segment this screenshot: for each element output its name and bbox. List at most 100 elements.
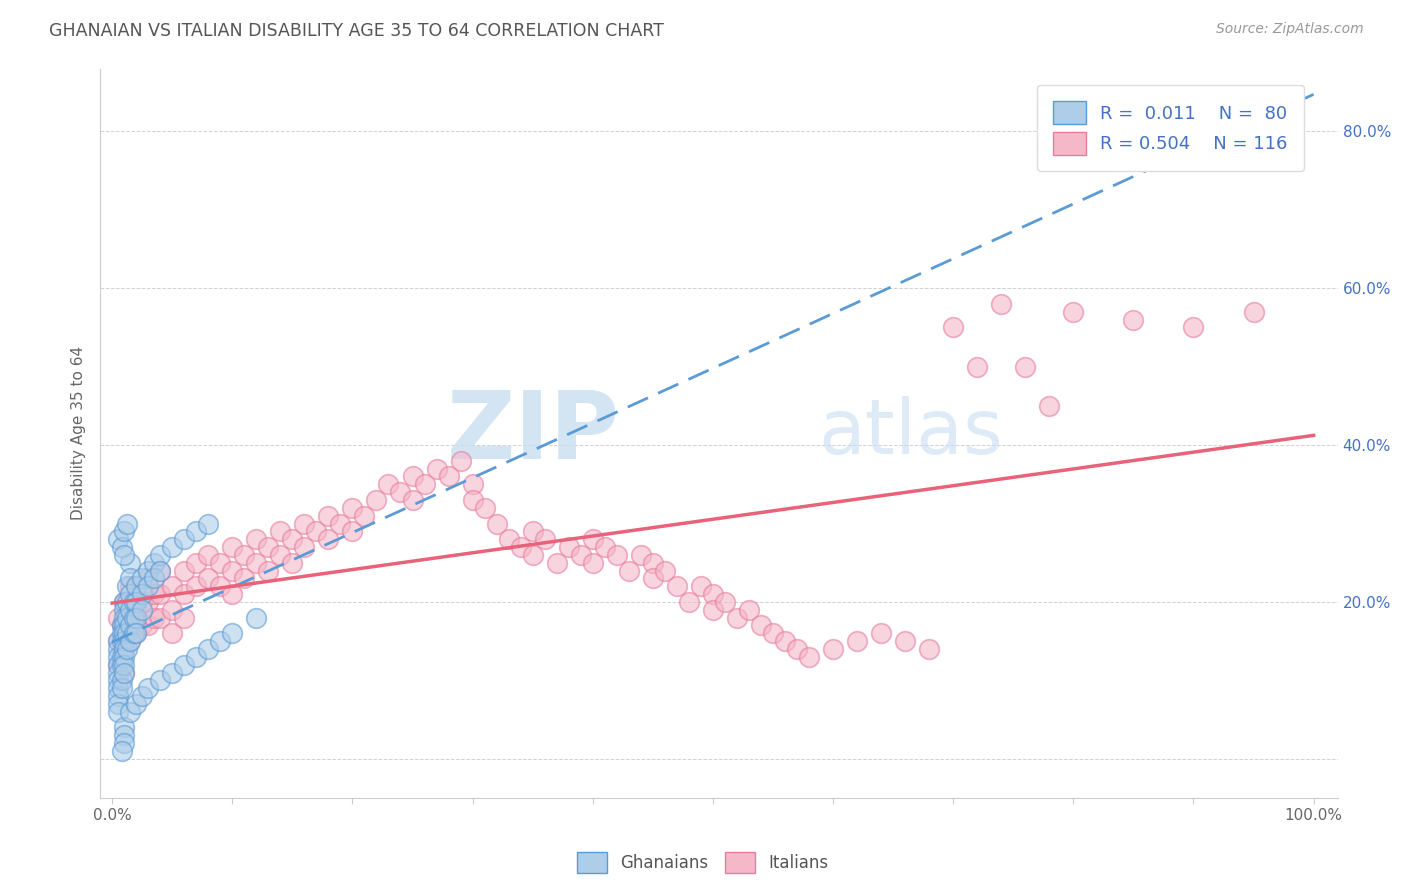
Point bbox=[318, 532, 340, 546]
Point bbox=[186, 649, 208, 664]
Point bbox=[136, 681, 159, 696]
Point bbox=[160, 665, 183, 680]
Point bbox=[281, 556, 304, 570]
Point bbox=[111, 634, 134, 648]
Point bbox=[702, 603, 724, 617]
Point bbox=[1122, 312, 1144, 326]
Point bbox=[143, 556, 166, 570]
Point bbox=[120, 610, 142, 624]
Point bbox=[143, 571, 166, 585]
Point bbox=[107, 657, 129, 672]
Point bbox=[918, 642, 941, 657]
Point bbox=[377, 477, 399, 491]
Point bbox=[120, 571, 142, 585]
Point bbox=[245, 556, 267, 570]
Point bbox=[125, 579, 148, 593]
Point bbox=[292, 540, 315, 554]
Legend: Ghanaians, Italians: Ghanaians, Italians bbox=[571, 846, 835, 880]
Point bbox=[112, 626, 135, 640]
Point bbox=[122, 618, 145, 632]
Point bbox=[160, 579, 183, 593]
Point bbox=[112, 728, 135, 742]
Point bbox=[641, 556, 664, 570]
Point bbox=[149, 610, 172, 624]
Point bbox=[111, 681, 134, 696]
Point bbox=[107, 657, 129, 672]
Point bbox=[606, 548, 628, 562]
Point bbox=[107, 697, 129, 711]
Point bbox=[401, 469, 423, 483]
Point bbox=[1243, 304, 1265, 318]
Point bbox=[173, 610, 195, 624]
Point bbox=[197, 548, 219, 562]
Point bbox=[112, 665, 135, 680]
Point bbox=[461, 477, 484, 491]
Point bbox=[131, 689, 153, 703]
Point bbox=[582, 532, 605, 546]
Point bbox=[557, 540, 579, 554]
Point bbox=[149, 673, 172, 688]
Point bbox=[630, 548, 652, 562]
Point bbox=[112, 524, 135, 539]
Point bbox=[797, 649, 820, 664]
Point bbox=[125, 697, 148, 711]
Point bbox=[1182, 320, 1205, 334]
Point bbox=[269, 548, 291, 562]
Point bbox=[122, 595, 145, 609]
Point bbox=[257, 540, 280, 554]
Point bbox=[437, 469, 460, 483]
Point bbox=[136, 579, 159, 593]
Point bbox=[366, 493, 388, 508]
Point bbox=[762, 626, 785, 640]
Point bbox=[111, 642, 134, 657]
Point bbox=[245, 532, 267, 546]
Point bbox=[401, 493, 423, 508]
Point bbox=[389, 485, 412, 500]
Text: atlas: atlas bbox=[818, 396, 1002, 470]
Point bbox=[112, 642, 135, 657]
Point bbox=[342, 500, 364, 515]
Point bbox=[149, 564, 172, 578]
Point bbox=[125, 595, 148, 609]
Point bbox=[209, 579, 232, 593]
Point bbox=[714, 595, 737, 609]
Point bbox=[115, 595, 138, 609]
Point bbox=[1014, 359, 1036, 374]
Point bbox=[136, 618, 159, 632]
Point bbox=[160, 626, 183, 640]
Point bbox=[461, 493, 484, 508]
Point bbox=[197, 516, 219, 531]
Point bbox=[786, 642, 808, 657]
Point bbox=[173, 587, 195, 601]
Point bbox=[149, 564, 172, 578]
Point bbox=[122, 626, 145, 640]
Point bbox=[120, 618, 142, 632]
Point bbox=[269, 524, 291, 539]
Point bbox=[546, 556, 568, 570]
Point bbox=[125, 579, 148, 593]
Point bbox=[678, 595, 700, 609]
Point bbox=[413, 477, 436, 491]
Point bbox=[870, 626, 893, 640]
Point bbox=[894, 634, 917, 648]
Point bbox=[593, 540, 616, 554]
Point bbox=[125, 603, 148, 617]
Point bbox=[115, 626, 138, 640]
Point bbox=[111, 673, 134, 688]
Point bbox=[107, 634, 129, 648]
Point bbox=[773, 634, 796, 648]
Point bbox=[131, 603, 153, 617]
Point bbox=[111, 618, 134, 632]
Point bbox=[173, 532, 195, 546]
Point bbox=[112, 595, 135, 609]
Point bbox=[292, 516, 315, 531]
Point bbox=[149, 548, 172, 562]
Point bbox=[498, 532, 520, 546]
Point bbox=[131, 587, 153, 601]
Point bbox=[450, 454, 472, 468]
Point bbox=[111, 657, 134, 672]
Point bbox=[131, 571, 153, 585]
Point bbox=[569, 548, 592, 562]
Point bbox=[305, 524, 328, 539]
Point bbox=[160, 603, 183, 617]
